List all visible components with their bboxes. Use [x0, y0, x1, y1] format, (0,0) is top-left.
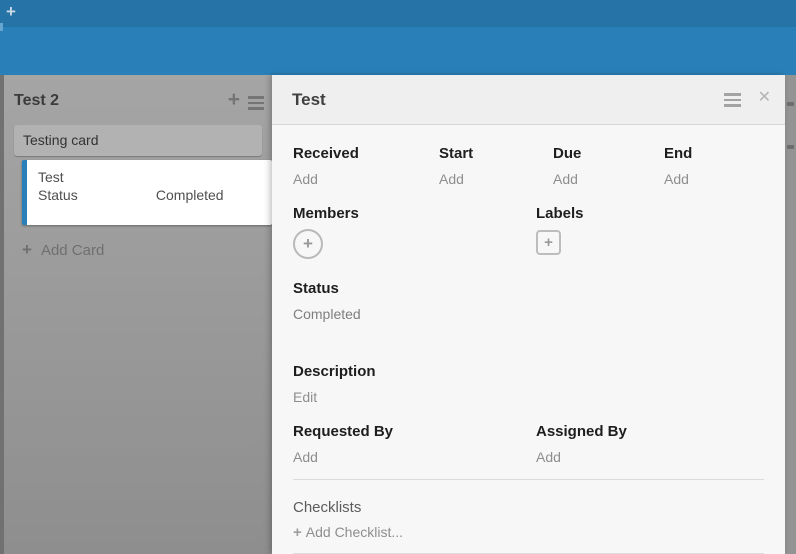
received-add-link[interactable]: Add — [293, 171, 318, 187]
card-composer-input[interactable]: Testing card — [14, 125, 262, 156]
description-label: Description — [293, 363, 376, 380]
sidebar-notch — [0, 23, 3, 31]
plus-icon: + — [303, 234, 313, 253]
requested-by-label: Requested By — [293, 423, 394, 440]
end-label: End — [664, 145, 693, 162]
plus-icon: + — [293, 524, 302, 541]
next-list-peek-icon — [787, 102, 794, 106]
assigned-by-section: Assigned By Add — [536, 423, 764, 465]
add-label-button[interactable]: + — [536, 230, 561, 255]
add-board-icon[interactable]: + — [6, 2, 16, 21]
minicard-field-label: Status — [38, 187, 78, 203]
end-add-link[interactable]: Add — [664, 171, 689, 187]
add-card-label: Add Card — [40, 242, 105, 259]
list-test2: Test 2 + Testing card Test Status Comple… — [4, 75, 272, 554]
list-menu-icon[interactable] — [248, 96, 264, 113]
description-section: Description Edit — [293, 363, 764, 405]
board-canvas: Test 2 + Testing card Test Status Comple… — [0, 75, 796, 554]
labels-label: Labels — [536, 205, 584, 222]
add-card-button[interactable]: + Add Card — [22, 241, 104, 259]
end-date-section: End Add — [664, 145, 764, 187]
minicard-field-value: Completed — [155, 187, 224, 203]
labels-section: Labels + — [536, 205, 764, 259]
status-label: Status — [293, 280, 339, 297]
add-checklist-label: Add Checklist... — [305, 524, 404, 540]
members-section: Members + — [293, 205, 536, 259]
minicard-test[interactable]: Test Status Completed — [22, 160, 272, 225]
due-add-link[interactable]: Add — [553, 171, 578, 187]
dates-row: Received Add Start Add Due Add End Add — [293, 145, 764, 187]
board-header-bar — [0, 27, 796, 75]
status-value: Completed — [293, 306, 361, 322]
description-edit-link[interactable]: Edit — [293, 389, 318, 405]
minicard-status-row: Status Completed — [38, 187, 272, 204]
due-label: Due — [553, 145, 582, 162]
card-detail-body: Received Add Start Add Due Add End Add — [272, 125, 785, 554]
start-label: Start — [439, 145, 474, 162]
card-menu-icon[interactable] — [724, 93, 741, 110]
start-add-link[interactable]: Add — [439, 171, 464, 187]
list-title[interactable]: Test 2 — [14, 92, 60, 109]
add-member-button[interactable]: + — [293, 229, 323, 259]
start-date-section: Start Add — [439, 145, 553, 187]
card-detail-header: Test ✕ — [272, 75, 785, 125]
add-checklist-button[interactable]: + Add Checklist... — [293, 524, 764, 541]
received-date-section: Received Add — [293, 145, 439, 187]
requested-by-section: Requested By Add — [293, 423, 536, 465]
members-labels-row: Members + Labels + — [293, 205, 764, 259]
due-date-section: Due Add — [553, 145, 664, 187]
assigned-by-add-link[interactable]: Add — [536, 449, 561, 465]
plus-icon: + — [544, 234, 553, 251]
requested-assigned-row: Requested By Add Assigned By Add — [293, 423, 764, 465]
minicard-title: Test — [38, 169, 64, 185]
status-section: Status Completed — [293, 280, 764, 322]
received-label: Received — [293, 145, 359, 162]
divider — [293, 479, 764, 480]
next-list-peek-icon — [787, 145, 794, 149]
card-detail-panel: Test ✕ Received Add Start Add Due — [272, 75, 785, 554]
plus-icon: + — [22, 240, 32, 259]
checklists-label: Checklists — [293, 499, 362, 516]
list-add-card-icon[interactable]: + — [227, 88, 240, 111]
checklists-section: Checklists + Add Checklist... — [293, 499, 764, 541]
card-title: Test — [292, 90, 326, 109]
card-composer-text: Testing card — [23, 132, 99, 148]
board-left-edge — [0, 75, 4, 554]
top-navbar: + — [0, 0, 796, 27]
members-label: Members — [293, 205, 359, 222]
close-icon[interactable]: ✕ — [757, 89, 771, 106]
requested-by-add-link[interactable]: Add — [293, 449, 318, 465]
assigned-by-label: Assigned By — [536, 423, 627, 440]
